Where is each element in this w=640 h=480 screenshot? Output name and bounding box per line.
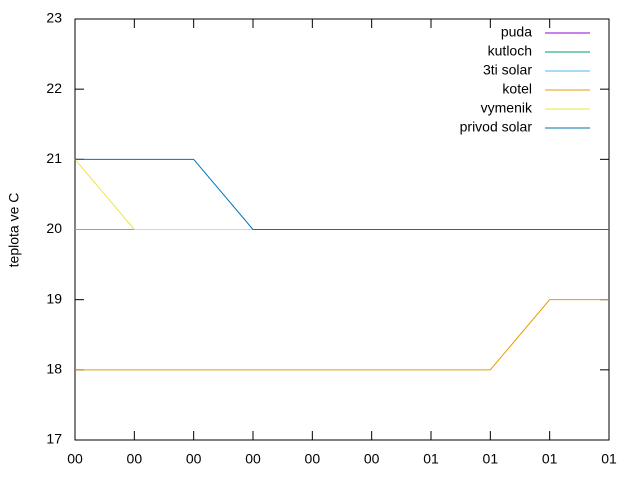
legend-label: puda [501,24,532,40]
x-tick-label: 00 [364,451,380,467]
y-tick-label: 21 [46,150,62,166]
y-tick-label: 23 [46,10,62,26]
x-tick-label: 00 [305,451,321,467]
y-tick-label: 18 [46,361,62,377]
legend-label: kutloch [488,43,532,59]
y-tick-label: 20 [46,220,62,236]
legend-label: kotel [502,81,532,97]
series-line [75,158,609,230]
x-tick-label: 00 [67,451,83,467]
x-tick-label: 01 [483,451,499,467]
series-line [75,299,609,371]
legend-label: privod solar [460,119,533,135]
x-tick-label: 00 [127,451,143,467]
legend-label: vymenik [481,100,533,116]
x-tick-label: 00 [186,451,202,467]
legend-label: 3ti solar [483,62,532,78]
y-tick-label: 17 [46,431,62,447]
y-axis-label: teplota ve C [6,193,22,268]
x-tick-label: 01 [601,451,617,467]
y-tick-label: 19 [46,290,62,306]
x-tick-label: 01 [542,451,558,467]
x-tick-label: 00 [245,451,261,467]
x-tick-label: 01 [423,451,439,467]
y-tick-label: 22 [46,80,62,96]
